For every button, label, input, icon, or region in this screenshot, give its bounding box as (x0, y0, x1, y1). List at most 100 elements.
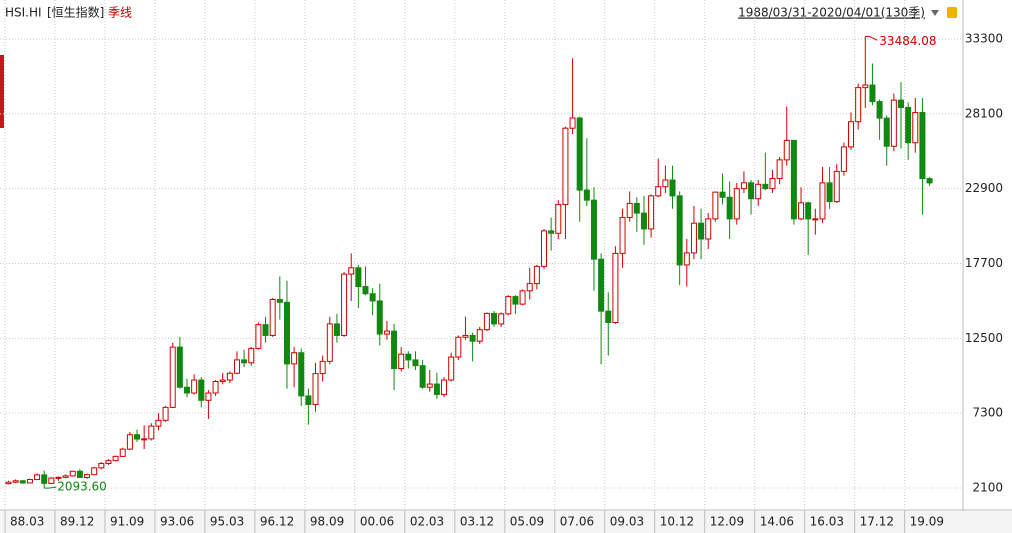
x-tick-label: 16.03 (810, 515, 844, 529)
candle-body (348, 267, 355, 275)
x-tick-label: 91.09 (110, 515, 144, 529)
candle-body (212, 380, 219, 394)
candle-body (376, 300, 383, 335)
candle-body (248, 347, 255, 364)
candle-body (919, 112, 926, 180)
candle-body (219, 379, 226, 382)
y-tick-label: 28100 (965, 106, 1003, 120)
candle-body (805, 202, 812, 220)
low-pointer (44, 486, 57, 489)
candle-body (748, 182, 755, 200)
candle-body (776, 159, 783, 180)
candle-body (890, 99, 897, 147)
y-tick-label: 2100 (972, 480, 1003, 494)
candle-body (491, 312, 498, 325)
candle-body (712, 191, 719, 220)
x-tick-label: 03.12 (460, 515, 494, 529)
candle-body (683, 252, 690, 266)
candle-body (598, 258, 605, 312)
candle-body (62, 475, 69, 478)
candle-body (255, 324, 262, 349)
x-tick-label: 02.03 (410, 515, 444, 529)
candle-body (840, 146, 847, 172)
candle-body (583, 189, 590, 201)
candle-body (205, 392, 212, 401)
candle-body (405, 353, 412, 361)
candle-body (12, 480, 19, 483)
candle-body (719, 191, 726, 198)
candle-body (241, 359, 248, 364)
candle-body (698, 222, 705, 240)
candle-body (41, 474, 48, 484)
symbol: HSI.HI (5, 6, 42, 20)
x-tick-label: 88.03 (10, 515, 44, 529)
candle-body (883, 117, 890, 147)
candle-body (619, 216, 626, 254)
candle-body (155, 419, 162, 427)
candle-body (640, 212, 647, 230)
candle-body (141, 438, 148, 441)
candle-body (605, 310, 612, 323)
y-tick-label: 12500 (965, 331, 1003, 345)
index-name: [恒生指数] (47, 5, 104, 20)
candle-body (26, 479, 33, 484)
candle-body (926, 178, 933, 184)
candle-body (455, 336, 462, 358)
candle-body (755, 183, 762, 200)
candle-body (319, 360, 326, 375)
x-tick-label: 19.09 (910, 515, 944, 529)
candle-body (790, 139, 797, 220)
candle-body (655, 186, 662, 197)
candle-body (555, 203, 562, 234)
candle-body (269, 298, 276, 336)
candle-body (412, 359, 419, 367)
candle-body (576, 117, 583, 191)
candle-body (191, 379, 198, 394)
candle-body (55, 476, 62, 479)
x-tick-label: 12.09 (710, 515, 744, 529)
candle-body (476, 329, 483, 342)
x-tick-label: 14.06 (760, 515, 794, 529)
x-tick-label: 09.03 (610, 515, 644, 529)
candle-body (448, 356, 455, 381)
candle-body (541, 230, 547, 267)
lock-icon[interactable] (947, 7, 957, 18)
x-tick-label: 89.12 (60, 515, 94, 529)
x-tick-label: 98.09 (310, 515, 344, 529)
candle-body (548, 230, 555, 234)
range[interactable]: 1988/03/31-2020/04/01(130季) (738, 6, 925, 20)
candle-body (326, 323, 333, 362)
period[interactable]: 季线 (108, 6, 132, 20)
dropdown-icon[interactable] (931, 10, 939, 16)
candle-body (276, 298, 283, 303)
candle-body (462, 334, 469, 338)
candle-body (98, 463, 105, 469)
candle-body (676, 195, 683, 266)
candle-body (355, 267, 362, 288)
candle-body (283, 301, 290, 365)
candle-body (569, 117, 576, 129)
candle-body (505, 296, 512, 315)
candle-body (498, 313, 505, 325)
candle-body (562, 127, 569, 205)
candle-body (912, 112, 919, 144)
candle-body (441, 379, 448, 395)
candle-body (826, 182, 833, 203)
candle-body (869, 84, 876, 103)
candle-body (134, 434, 141, 440)
candle-body (512, 296, 519, 305)
high-pointer (865, 35, 878, 41)
candle-body (690, 222, 697, 254)
x-tick-label: 00.06 (360, 515, 394, 529)
candle-body (369, 293, 376, 302)
candle-body (184, 386, 190, 394)
candle-body (105, 460, 112, 465)
x-tick-label: 96.12 (260, 515, 294, 529)
candle-body (533, 265, 540, 285)
y-tick-label: 33300 (965, 31, 1003, 45)
candle-body (898, 99, 904, 108)
candle-body (198, 379, 205, 401)
x-tick-label: 05.09 (510, 515, 544, 529)
candle-body (783, 139, 790, 161)
